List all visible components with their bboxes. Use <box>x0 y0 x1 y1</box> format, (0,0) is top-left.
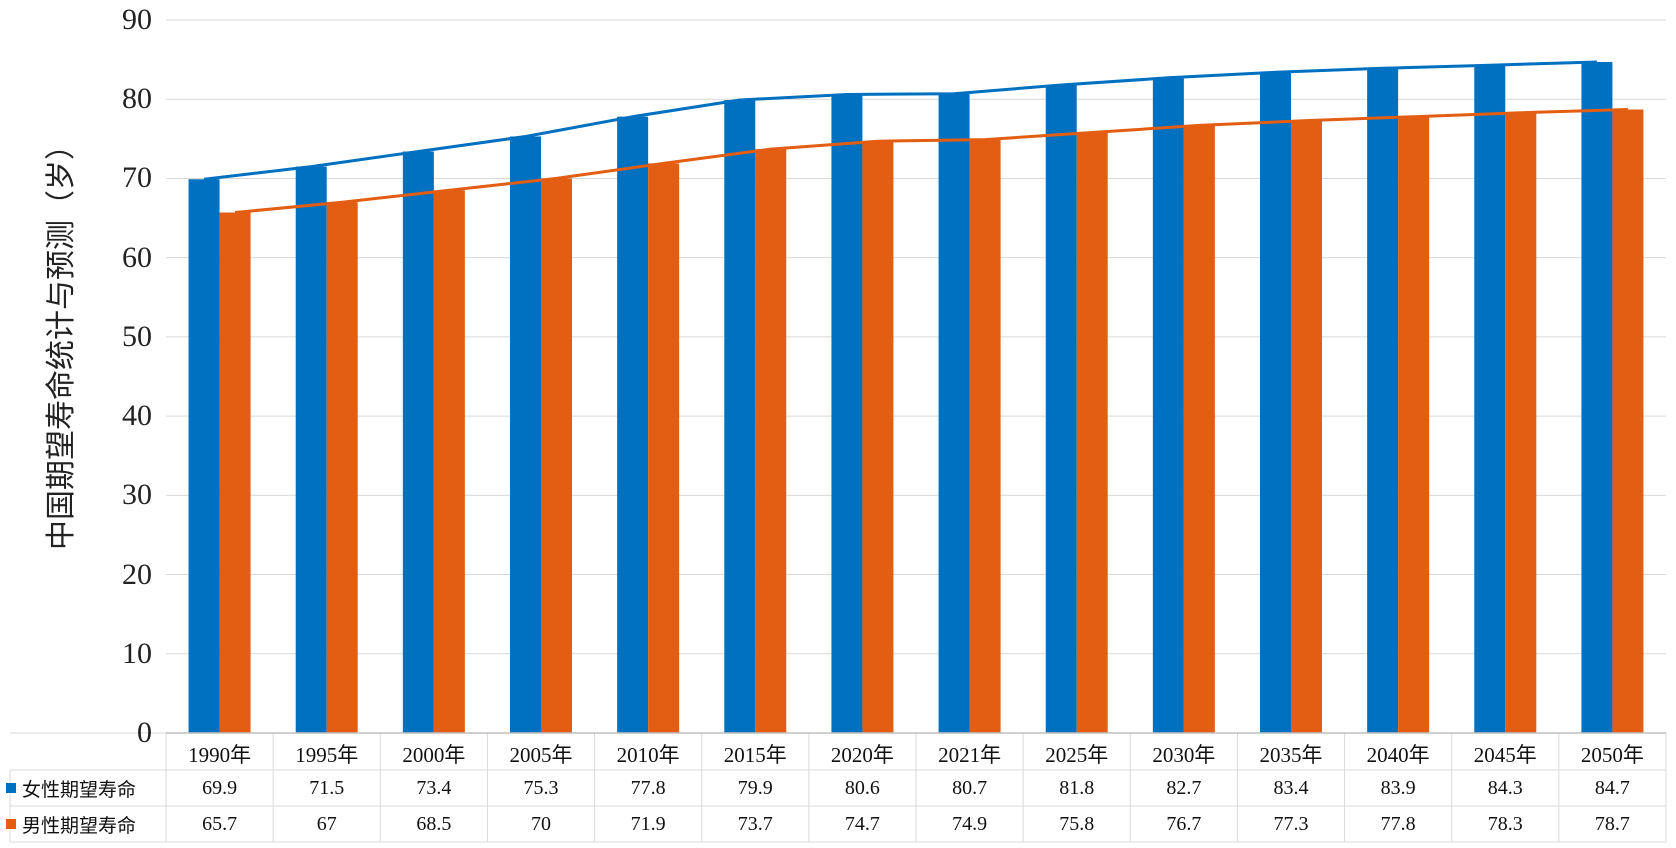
x-tick-label: 1990年 <box>188 743 252 767</box>
x-tick-label: 1995年 <box>295 743 359 767</box>
data-table-value: 70 <box>530 813 551 835</box>
data-table-value: 75.8 <box>1059 813 1095 835</box>
data-table-value: 69.9 <box>202 777 238 799</box>
x-tick-label: 2030年 <box>1152 743 1216 767</box>
data-table-value: 74.9 <box>952 813 988 835</box>
bar-male <box>433 190 465 734</box>
bar-female <box>1260 72 1291 733</box>
bar-female <box>295 166 327 734</box>
data-table-value: 82.7 <box>1166 777 1202 799</box>
bar-male <box>1612 109 1644 733</box>
data-table-value: 77.3 <box>1273 813 1309 835</box>
data-table-value: 78.3 <box>1487 813 1523 835</box>
data-table-value: 80.7 <box>952 777 988 799</box>
y-tick-label: 60 <box>122 240 152 274</box>
data-table-value: 81.8 <box>1059 777 1095 799</box>
bar-female <box>831 94 863 734</box>
data-table-value: 65.7 <box>202 813 238 835</box>
legend-entry: 女性期望寿命 <box>6 770 136 806</box>
legend-entry: 男性期望寿命 <box>6 806 136 842</box>
bar-female <box>938 93 970 734</box>
y-tick-label: 80 <box>122 82 152 116</box>
data-table-value: 68.5 <box>416 813 452 835</box>
legend-label: 男性期望寿命 <box>22 814 137 837</box>
y-tick-label: 70 <box>122 161 152 195</box>
x-tick-label: 2040年 <box>1366 743 1430 767</box>
bar-male <box>755 149 787 734</box>
x-tick-label: 2015年 <box>723 743 787 767</box>
bar-male <box>1398 116 1430 733</box>
legend-label: 女性期望寿命 <box>22 778 137 801</box>
legend-swatch <box>6 783 16 793</box>
bar-female <box>617 116 649 733</box>
y-tick-label: 30 <box>122 478 152 512</box>
y-tick-label: 50 <box>122 319 152 353</box>
bar-male <box>541 178 572 733</box>
bar-male <box>648 163 680 734</box>
trendline-female <box>203 60 1597 181</box>
bar-female <box>724 100 756 733</box>
y-tick-label: 0 <box>137 716 152 749</box>
data-table-value: 84.7 <box>1594 777 1630 799</box>
bar-male <box>1505 112 1537 733</box>
data-table-value: 73.7 <box>737 813 773 835</box>
bar-female <box>402 151 434 733</box>
y-tick-label: 20 <box>122 557 152 591</box>
x-tick-label: 2010年 <box>616 743 680 767</box>
data-table-value: 83.9 <box>1380 777 1416 799</box>
x-tick-label: 2005年 <box>509 743 573 767</box>
x-tick-label: 2020年 <box>830 743 894 767</box>
data-table-value: 84.3 <box>1487 777 1523 799</box>
x-tick-label: 2045年 <box>1473 743 1537 767</box>
bar-male <box>1076 132 1108 734</box>
bar-female <box>188 179 220 733</box>
data-table-value: 73.4 <box>416 777 452 799</box>
data-table-value: 71.5 <box>309 777 345 799</box>
bar-female <box>1367 68 1399 733</box>
data-table-value: 71.9 <box>630 813 666 835</box>
bar-female <box>510 136 541 733</box>
x-tick-label: 2000年 <box>402 743 466 767</box>
y-tick-label: 40 <box>122 399 152 433</box>
data-table-value: 74.7 <box>844 813 880 835</box>
bar-male <box>219 212 251 733</box>
trendline-male <box>234 108 1628 214</box>
data-table-value: 80.6 <box>844 777 880 799</box>
legend-swatch <box>6 819 16 829</box>
data-table-value: 67 <box>316 813 337 835</box>
x-tick-label: 2035年 <box>1259 743 1323 767</box>
data-table-value: 75.3 <box>523 777 559 799</box>
data-table-value: 79.9 <box>737 777 773 799</box>
bar-female <box>1152 77 1184 734</box>
data-table-value: 78.7 <box>1594 813 1630 835</box>
y-tick-label: 10 <box>122 636 152 670</box>
x-tick-label: 2025年 <box>1045 743 1109 767</box>
bar-female <box>1474 65 1506 733</box>
x-tick-label: 2021年 <box>938 743 1002 767</box>
bar-male <box>326 202 358 733</box>
bar-male <box>862 141 894 733</box>
data-table-value: 77.8 <box>630 777 666 799</box>
bar-female <box>1581 61 1613 733</box>
data-table-value: 83.4 <box>1273 777 1309 799</box>
bar-male <box>1183 125 1215 734</box>
data-table-value: 76.7 <box>1166 813 1202 835</box>
bar-male <box>1291 120 1322 733</box>
bar-female <box>1045 84 1077 733</box>
data-table-value: 77.8 <box>1380 813 1416 835</box>
y-tick-label: 90 <box>122 3 152 36</box>
bar-male <box>969 139 1001 733</box>
x-tick-label: 2050年 <box>1580 743 1644 767</box>
